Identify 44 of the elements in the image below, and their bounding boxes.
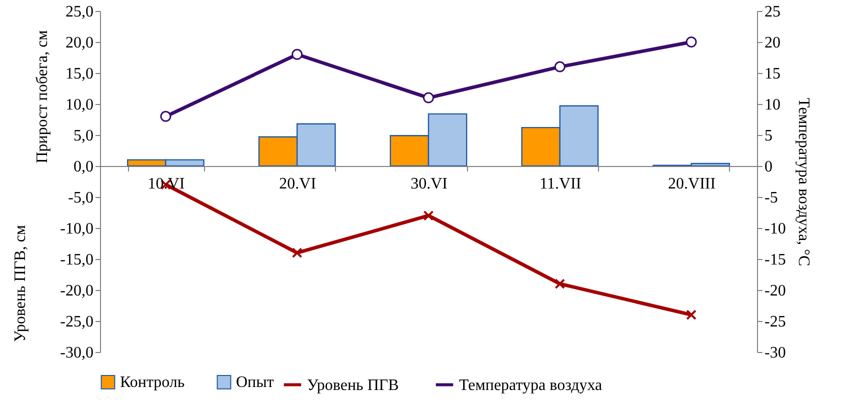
y2-tick-label: -20 [764, 282, 786, 300]
y2-tick-label: 25 [764, 4, 780, 20]
y2-tick-label: -25 [764, 314, 786, 330]
y-tick-label: -30,0 [60, 344, 94, 362]
y-tick-label: -25,0 [60, 314, 94, 330]
point [686, 36, 697, 48]
y2-tick-label: -10 [764, 220, 786, 238]
point [160, 110, 172, 122]
point [292, 48, 303, 60]
y-tick-label: 20,0 [66, 34, 94, 52]
y-axis-title: Прирост побега, см [34, 30, 52, 164]
point [554, 278, 566, 289]
y-tick-label: 5,0 [74, 128, 94, 144]
y2-tick-label: 20 [764, 34, 780, 52]
y-tick-label: 15,0 [66, 66, 94, 82]
y-tick-label: 10,0 [66, 96, 94, 114]
y-tick-label: -5,0 [68, 190, 94, 206]
legend-label: Уровень ПГВ [307, 376, 399, 394]
legend-label: Температура воздуха [459, 376, 602, 394]
x-tick-label: 20.VI [279, 176, 316, 192]
y-tick-label: 0,0 [74, 158, 94, 176]
y2-tick-label: 0 [764, 158, 772, 176]
y2-axis-title: Температура воздуха, °С [794, 98, 812, 266]
legend-label: Опыт [236, 374, 274, 392]
point [423, 210, 434, 221]
x-tick-label: 11.VII [540, 176, 582, 192]
y-tick-label: -10,0 [60, 220, 94, 238]
point [292, 248, 302, 258]
y2-tick-label: 10 [764, 96, 780, 114]
y-tick-label: -20,0 [60, 282, 94, 300]
y2-tick-label: -30 [764, 344, 786, 362]
point [423, 92, 434, 104]
text: Уровень ПГВ, см [12, 224, 30, 342]
y-tick-label: 25,0 [66, 4, 94, 20]
y2-tick-label: -15 [764, 252, 786, 268]
y2-tick-label: 15 [764, 66, 780, 82]
y2-tick-label: 5 [764, 128, 772, 144]
x-tick-label: 20.VIII [668, 176, 716, 192]
y2-tick-label: -5 [764, 190, 778, 206]
legend-label: Контроль [120, 374, 185, 392]
x-tick-label: 30.VI [410, 176, 448, 192]
point [554, 61, 566, 72]
y-tick-label: -15,0 [60, 252, 94, 268]
point [686, 310, 696, 320]
